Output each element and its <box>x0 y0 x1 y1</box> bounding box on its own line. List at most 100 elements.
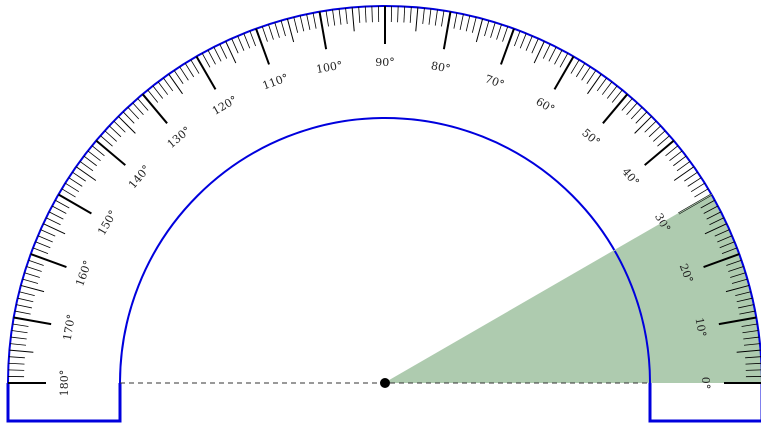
minor-tick <box>338 8 342 25</box>
minor-tick <box>471 17 477 33</box>
minor-tick <box>157 81 169 95</box>
major-tick <box>58 193 92 215</box>
minor-tick <box>100 135 113 147</box>
minor-tick <box>231 38 239 54</box>
minor-tick <box>179 66 189 81</box>
minor-tick <box>519 33 527 49</box>
minor-tick <box>65 182 80 193</box>
minor-tick <box>630 107 643 120</box>
protractor-scale <box>8 6 761 384</box>
minor-tick <box>653 130 666 142</box>
mid-tick <box>673 166 695 181</box>
minor-tick <box>694 188 709 198</box>
minor-tick <box>17 297 34 303</box>
minor-tick <box>409 6 412 23</box>
minor-tick <box>676 161 691 172</box>
degree-label: 20° <box>677 262 696 285</box>
degree-label: 50° <box>579 126 602 148</box>
major-tick <box>95 139 126 166</box>
minor-tick <box>16 304 32 309</box>
minor-tick <box>657 135 670 147</box>
minor-tick <box>714 229 730 237</box>
degree-label: 60° <box>534 95 557 116</box>
right-base-foot <box>648 383 761 423</box>
left-base-foot <box>6 383 122 423</box>
minor-tick <box>428 8 432 25</box>
degree-label: 120° <box>210 93 239 118</box>
minor-tick <box>237 35 245 51</box>
minor-tick <box>190 59 200 74</box>
minor-tick <box>422 8 425 25</box>
minor-tick <box>717 235 733 243</box>
mid-tick <box>634 116 652 134</box>
degree-label: 180° <box>58 370 71 397</box>
mid-tick <box>168 73 183 95</box>
minor-tick <box>730 272 746 278</box>
mid-tick <box>286 18 295 43</box>
minor-tick <box>548 46 557 62</box>
minor-tick <box>299 15 305 32</box>
degree-label: 100° <box>315 59 343 76</box>
minor-tick <box>122 111 135 124</box>
mid-tick <box>118 116 136 134</box>
minor-tick <box>358 6 361 23</box>
minor-tick <box>207 49 216 65</box>
minor-tick <box>8 362 25 365</box>
minor-tick <box>163 77 174 92</box>
minor-tick <box>11 330 28 334</box>
minor-tick <box>606 85 618 99</box>
minor-tick <box>68 177 83 187</box>
minor-tick <box>137 98 149 111</box>
mid-tick <box>587 73 602 95</box>
minor-tick <box>173 70 184 84</box>
minor-tick <box>113 120 126 133</box>
minor-tick <box>484 20 490 37</box>
minor-tick <box>325 10 329 27</box>
minor-tick <box>726 259 742 266</box>
minor-tick <box>690 182 705 193</box>
minor-tick <box>280 20 286 37</box>
minor-tick <box>61 188 76 198</box>
degree-label: 110° <box>261 71 290 92</box>
degree-label: 150° <box>95 208 120 237</box>
minor-tick <box>513 30 521 47</box>
minor-tick <box>703 205 719 214</box>
mid-tick <box>225 41 237 64</box>
minor-tick <box>364 6 367 23</box>
mid-tick <box>75 166 97 181</box>
minor-tick <box>268 24 274 40</box>
minor-tick <box>502 26 509 42</box>
minor-tick <box>79 161 94 172</box>
degree-label: 130° <box>165 124 194 151</box>
angle-ray <box>384 194 712 384</box>
minor-tick <box>719 241 735 249</box>
minor-tick <box>728 266 744 272</box>
major-tick <box>500 28 515 65</box>
major-tick <box>141 93 168 124</box>
minor-tick <box>739 310 756 315</box>
major-tick <box>644 139 675 166</box>
minor-tick <box>648 125 661 138</box>
minor-tick <box>453 12 458 29</box>
minor-tick <box>531 38 539 54</box>
minor-tick <box>243 33 251 49</box>
minor-tick <box>581 66 591 81</box>
minor-tick <box>28 259 44 266</box>
minor-tick <box>104 130 117 142</box>
minor-tick <box>596 77 607 92</box>
minor-tick <box>742 330 759 334</box>
minor-tick <box>397 6 399 23</box>
minor-tick <box>525 35 533 51</box>
minor-tick <box>213 46 222 62</box>
degree-label: 90° <box>375 56 395 69</box>
minor-tick <box>26 266 42 272</box>
minor-tick <box>745 356 761 359</box>
minor-tick <box>586 70 597 84</box>
center-point[interactable] <box>380 378 390 388</box>
major-tick <box>195 56 217 90</box>
degree-label: 0° <box>699 377 712 390</box>
minor-tick <box>434 9 438 26</box>
minor-tick <box>611 89 623 103</box>
mid-tick <box>43 223 66 235</box>
